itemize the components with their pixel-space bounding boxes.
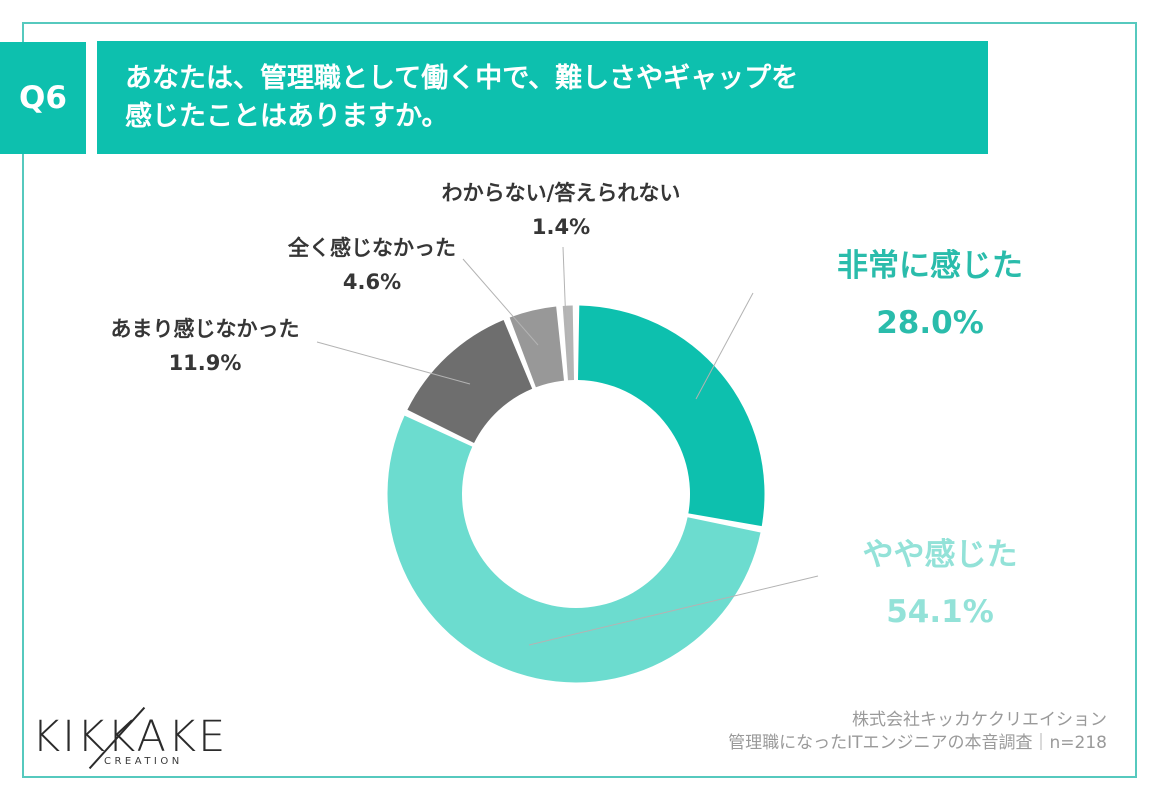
callout-somewhat-felt: やや感じた 54.1% xyxy=(863,527,1018,641)
callout-unknown: わからない/答えられない 1.4% xyxy=(442,176,681,244)
callout-not-much-label: あまり感じなかった xyxy=(110,317,300,341)
donut-segment-4 xyxy=(562,305,575,381)
callout-not-much-value: 11.9% xyxy=(168,351,242,375)
callout-somewhat-felt-value: 54.1% xyxy=(886,594,994,630)
question-title-line2: 感じたことはありますか。 xyxy=(125,100,449,132)
question-banner: あなたは、管理職として働く中で、難しさやギャップを 感じたことはありますか。 xyxy=(97,41,988,154)
callout-very-felt: 非常に感じた 28.0% xyxy=(837,238,1023,352)
callout-not-much: あまり感じなかった 11.9% xyxy=(111,312,300,380)
callout-unknown-label: わからない/答えられない xyxy=(441,181,681,205)
donut-segment-2 xyxy=(407,319,533,444)
callout-somewhat-felt-label: やや感じた xyxy=(862,537,1018,573)
callout-very-felt-label: 非常に感じた xyxy=(837,248,1023,284)
question-number-badge: Q6 xyxy=(0,42,86,154)
footer-company: 株式会社キッカケクリエイション xyxy=(852,710,1107,730)
footer-credit: 株式会社キッカケクリエイション 管理職になったITエンジニアの本音調査｜n=21… xyxy=(728,709,1107,755)
callout-not-at-all: 全く感じなかった 4.6% xyxy=(288,231,456,299)
callout-not-at-all-value: 4.6% xyxy=(342,270,402,294)
callout-very-felt-value: 28.0% xyxy=(876,305,984,341)
page-border xyxy=(22,22,1137,778)
callout-not-at-all-label: 全く感じなかった xyxy=(288,236,456,260)
donut-segment-0 xyxy=(577,305,765,527)
question-title-line1: あなたは、管理職として働く中で、難しさやギャップを xyxy=(125,62,799,94)
donut-chart xyxy=(387,305,765,683)
footer-survey-name: 管理職になったITエンジニアの本音調査｜n=218 xyxy=(728,733,1107,753)
kikkake-logo-subtitle: CREATION xyxy=(104,756,183,767)
callout-unknown-value: 1.4% xyxy=(531,215,591,239)
